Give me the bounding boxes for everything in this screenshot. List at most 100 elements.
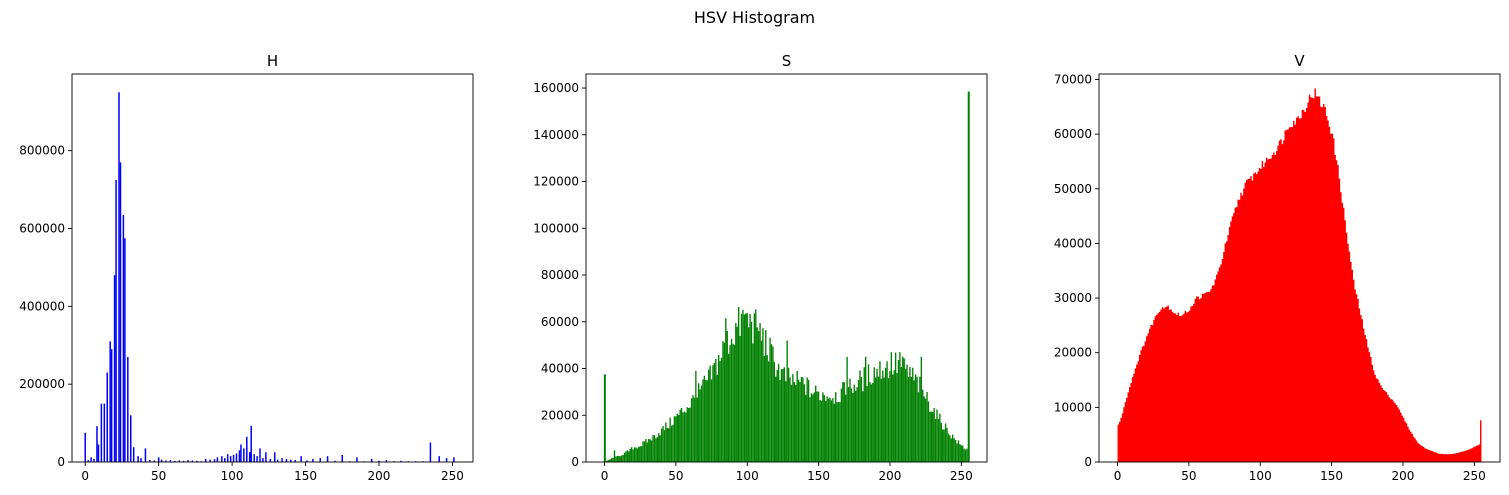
bar xyxy=(882,370,884,462)
bar xyxy=(944,423,947,462)
bar xyxy=(678,415,680,462)
bar xyxy=(636,448,639,462)
bar xyxy=(688,407,690,462)
bar xyxy=(743,314,746,462)
bar xyxy=(753,313,756,462)
x-tick-label: 50 xyxy=(668,469,683,483)
bar xyxy=(619,456,621,462)
bar xyxy=(306,460,308,462)
bar xyxy=(157,457,160,462)
bar xyxy=(803,384,805,462)
y-tick-label: 70000 xyxy=(1054,72,1092,86)
bar xyxy=(356,457,358,462)
bar xyxy=(927,401,930,462)
bar xyxy=(445,458,448,462)
bar xyxy=(826,396,828,462)
bar xyxy=(669,417,671,462)
bar xyxy=(221,456,223,462)
bar xyxy=(692,395,694,462)
bar xyxy=(936,409,938,462)
bar xyxy=(632,449,634,462)
subplot-title: V xyxy=(1294,52,1305,70)
bar xyxy=(705,379,707,462)
bar xyxy=(880,378,883,462)
bar xyxy=(97,444,100,462)
bar xyxy=(169,460,172,462)
bar xyxy=(757,331,760,462)
bar xyxy=(760,340,763,462)
bar xyxy=(137,456,139,462)
bar xyxy=(106,372,109,462)
bar xyxy=(196,460,198,462)
bar xyxy=(762,328,764,462)
y-tick-label: 600000 xyxy=(19,221,65,235)
y-tick-label: 800000 xyxy=(19,144,65,158)
bar xyxy=(652,434,654,462)
bar xyxy=(775,376,777,462)
bar xyxy=(759,323,761,462)
y-tick-label: 120000 xyxy=(533,175,579,189)
bar xyxy=(130,415,132,462)
bar xyxy=(224,458,226,462)
bar xyxy=(679,409,681,462)
bar xyxy=(84,432,86,462)
bar xyxy=(622,454,624,462)
bar xyxy=(926,391,928,462)
bar xyxy=(713,362,716,462)
bar xyxy=(319,458,321,462)
x-tick-label: 150 xyxy=(807,469,830,483)
bar xyxy=(890,352,893,462)
bar xyxy=(630,447,633,462)
bar xyxy=(87,460,89,462)
bar xyxy=(703,375,706,462)
bar xyxy=(122,214,125,462)
bar xyxy=(959,444,961,462)
bar xyxy=(966,448,968,462)
y-tick-label: 0 xyxy=(571,455,579,469)
bar xyxy=(733,344,736,462)
bar xyxy=(937,418,940,462)
bar xyxy=(113,275,116,462)
bar xyxy=(862,391,864,462)
bar xyxy=(629,448,631,462)
bar xyxy=(93,458,95,462)
bar xyxy=(615,456,617,462)
y-tick-label: 50000 xyxy=(1054,182,1092,196)
bar xyxy=(782,368,784,462)
bar xyxy=(942,429,944,462)
bar xyxy=(735,323,737,462)
bar xyxy=(956,443,958,462)
bar xyxy=(110,349,113,462)
bar xyxy=(727,353,730,462)
bar xyxy=(756,327,758,462)
bar xyxy=(606,460,609,462)
bar xyxy=(639,446,641,462)
bar xyxy=(816,391,818,462)
bar xyxy=(859,370,861,462)
bar xyxy=(850,388,853,462)
bar xyxy=(672,424,674,462)
bar xyxy=(810,393,813,462)
bar xyxy=(250,425,252,462)
bar xyxy=(668,428,670,462)
bar xyxy=(178,460,180,462)
bar xyxy=(839,402,841,462)
subplot-title: H xyxy=(267,52,278,70)
bar xyxy=(124,238,126,462)
bar xyxy=(860,377,863,462)
bar xyxy=(795,385,797,462)
bar xyxy=(846,356,848,462)
bar xyxy=(256,456,258,462)
bar xyxy=(953,438,955,462)
bar xyxy=(682,412,684,462)
bar xyxy=(843,382,845,462)
bar xyxy=(863,367,865,462)
bar xyxy=(341,454,344,462)
x-tick-label: 200 xyxy=(368,469,391,483)
bar xyxy=(204,458,207,462)
bar xyxy=(792,374,794,462)
bar xyxy=(132,447,135,462)
bar xyxy=(765,330,767,462)
bar xyxy=(666,427,668,462)
y-tick-label: 10000 xyxy=(1054,400,1092,414)
